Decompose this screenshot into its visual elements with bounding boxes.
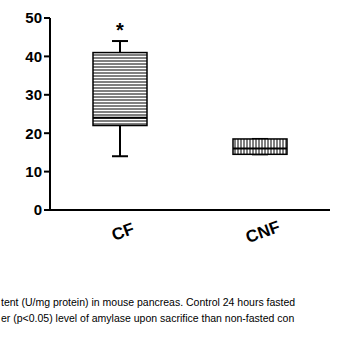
- html-text:er (p<0.05) level of amylase u: er (p<0.05) level of amylase upon sacrif…: [1, 312, 295, 324]
- svg-text:CF: CF: [109, 219, 137, 245]
- html-text:tent (U/mg protein) in mouse p: tent (U/mg protein) in mouse pancreas. C…: [1, 296, 296, 308]
- svg-text:CNF: CNF: [243, 217, 282, 247]
- svg-text:20: 20: [25, 125, 42, 142]
- svg-text:0: 0: [34, 201, 42, 218]
- svg-text:*: *: [116, 19, 124, 41]
- svg-text:50: 50: [25, 9, 42, 26]
- svg-text:10: 10: [25, 163, 42, 180]
- svg-text:40: 40: [25, 48, 42, 65]
- svg-text:30: 30: [25, 86, 42, 103]
